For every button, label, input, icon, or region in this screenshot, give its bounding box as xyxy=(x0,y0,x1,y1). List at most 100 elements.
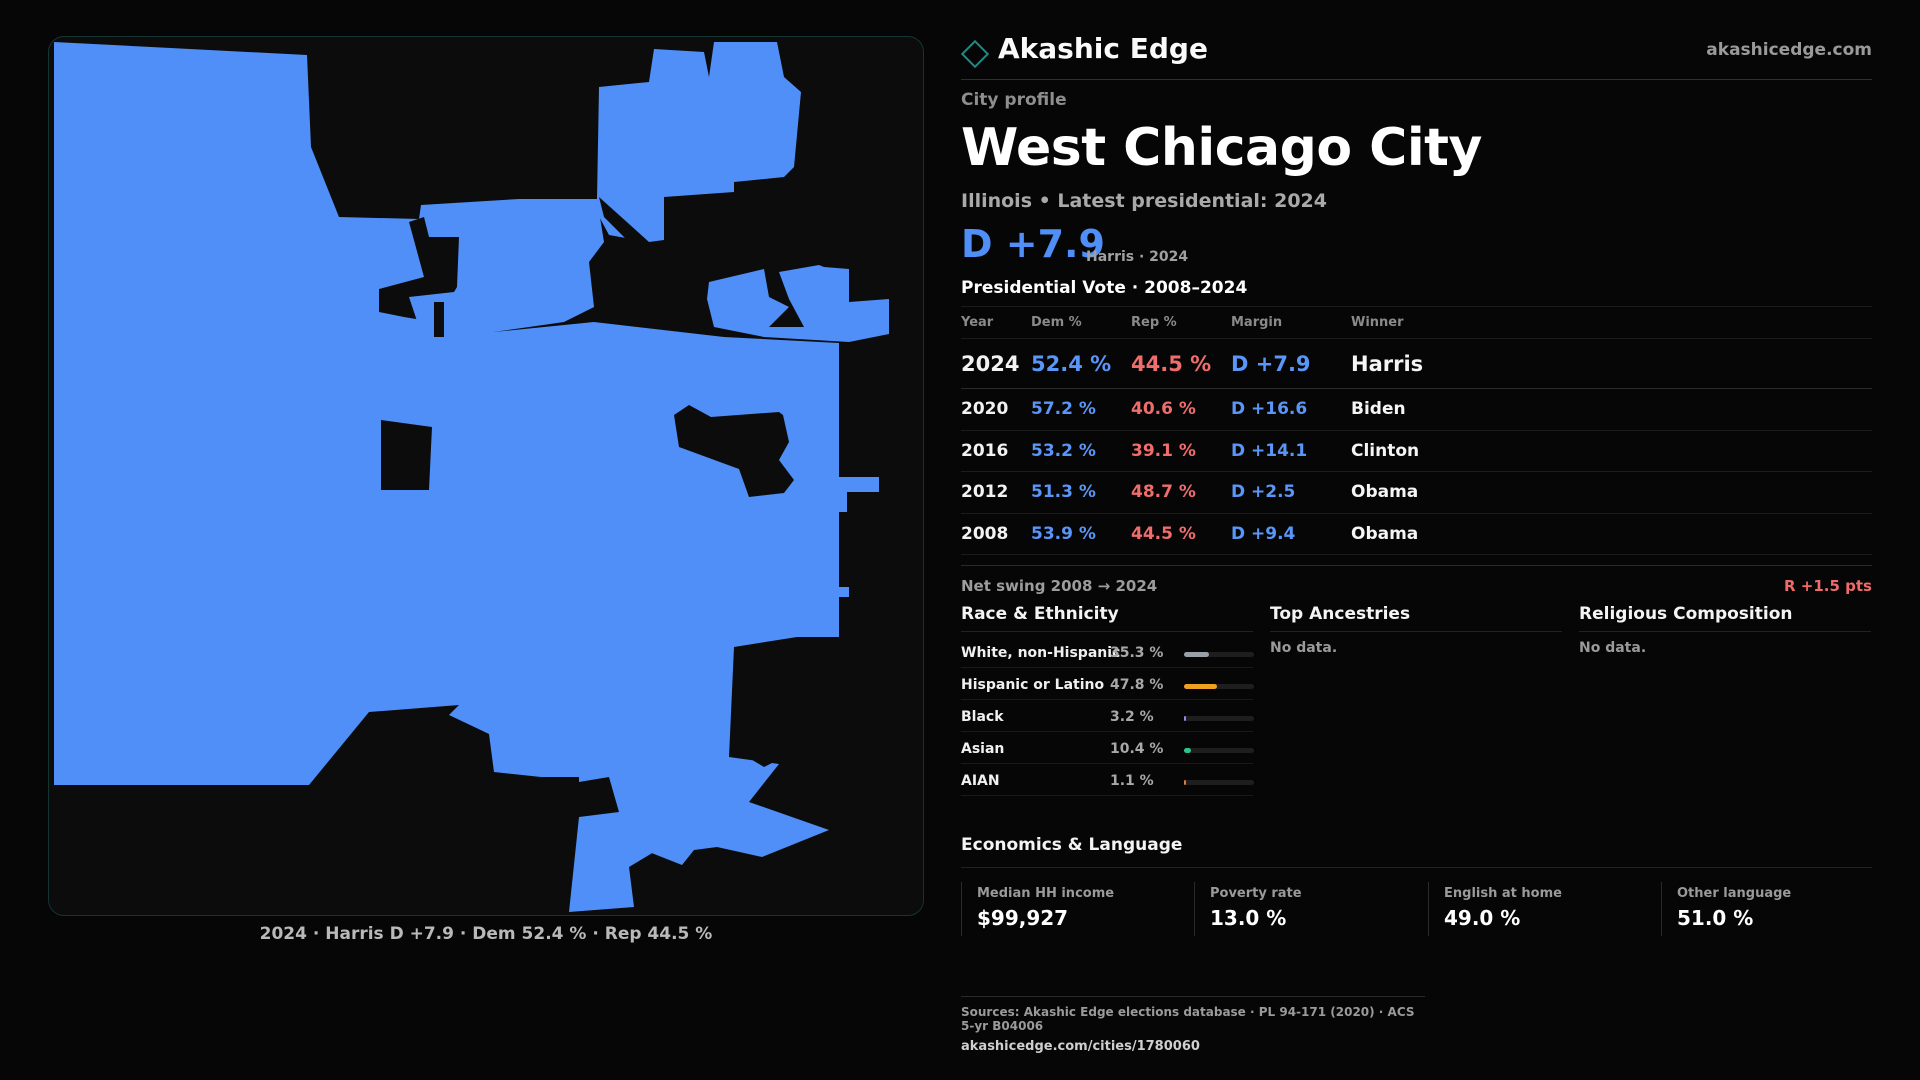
econ-card-other-language: Other language 51.0 % xyxy=(1661,882,1879,936)
race-bar-track xyxy=(1184,652,1254,657)
race-name: Asian xyxy=(961,741,1005,757)
cell-margin: D +7.9 xyxy=(1231,338,1351,389)
net-swing: Net swing 2008 → 2024 R +1.5 pts xyxy=(961,565,1872,601)
religion-section: Religious Composition No data. xyxy=(1579,602,1871,656)
cell-year: 2012 xyxy=(961,471,1031,514)
race-ethnicity-section: Race & Ethnicity White, non-Hispanic 35.… xyxy=(961,602,1254,796)
race-bar-fill xyxy=(1184,780,1186,785)
table-row: 2020 57.2 % 40.6 % D +16.6 Biden xyxy=(961,388,1872,431)
econ-label: Other language xyxy=(1677,886,1792,901)
sources-footer: Sources: Akashic Edge elections database… xyxy=(961,996,1425,1054)
race-pct: 47.8 % xyxy=(1110,677,1164,693)
ancestries-section: Top Ancestries No data. xyxy=(1270,602,1562,656)
race-row: Hispanic or Latino 47.8 % xyxy=(961,668,1254,700)
cell-dem: 53.2 % xyxy=(1031,430,1131,472)
table-header-row: Year Dem % Rep % Margin Winner xyxy=(961,306,1872,339)
race-bar-track xyxy=(1184,780,1254,785)
religion-title: Religious Composition xyxy=(1579,602,1871,632)
net-swing-value: R +1.5 pts xyxy=(1784,577,1872,595)
table-row: 2016 53.2 % 39.1 % D +14.1 Clinton xyxy=(961,430,1872,472)
cell-rep: 39.1 % xyxy=(1131,430,1231,472)
race-name: Black xyxy=(961,709,1004,725)
city-boundary-main xyxy=(54,42,879,912)
col-header-year: Year xyxy=(961,306,1031,339)
econ-value: 51.0 % xyxy=(1677,906,1754,930)
presidential-vote-table: Year Dem % Rep % Margin Winner 2024 52.4… xyxy=(961,306,1872,555)
race-row: White, non-Hispanic 35.3 % xyxy=(961,636,1254,668)
table-row: 2012 51.3 % 48.7 % D +2.5 Obama xyxy=(961,471,1872,514)
race-row: AIAN 1.1 % xyxy=(961,764,1254,796)
page-subtitle: Illinois • Latest presidential: 2024 xyxy=(961,190,1328,212)
cell-rep: 44.5 % xyxy=(1131,513,1231,555)
map-caption: 2024 · Harris D +7.9 · Dem 52.4 % · Rep … xyxy=(259,924,713,944)
race-bar-fill xyxy=(1184,716,1187,721)
cell-winner: Obama xyxy=(1351,513,1872,555)
race-pct: 35.3 % xyxy=(1110,645,1164,661)
page-title: West Chicago City xyxy=(961,118,1482,178)
brand-url[interactable]: akashicedge.com xyxy=(1706,40,1872,60)
race-row: Black 3.2 % xyxy=(961,700,1254,732)
econ-label: English at home xyxy=(1444,886,1562,901)
cell-dem: 51.3 % xyxy=(1031,471,1131,514)
city-boundary-shape xyxy=(54,42,889,912)
table-row: 2008 53.9 % 44.5 % D +9.4 Obama xyxy=(961,513,1872,555)
brand-header: Akashic Edge akashicedge.com xyxy=(960,30,1872,80)
cell-dem: 57.2 % xyxy=(1031,388,1131,431)
race-bar-fill xyxy=(1184,684,1218,689)
econ-value: 49.0 % xyxy=(1444,906,1521,930)
economics-cards: Median HH income $99,927 Poverty rate 13… xyxy=(961,882,1872,936)
profile-panel: Akashic Edge akashicedge.com City profil… xyxy=(960,30,1872,1054)
latest-margin-note: Harris · 2024 xyxy=(1086,249,1189,265)
cell-year: 2008 xyxy=(961,513,1031,555)
col-header-winner: Winner xyxy=(1351,306,1872,339)
sources-url[interactable]: akashicedge.com/cities/1780060 xyxy=(961,1039,1200,1054)
cell-margin: D +14.1 xyxy=(1231,430,1351,472)
cell-dem: 53.9 % xyxy=(1031,513,1131,555)
brand-name[interactable]: Akashic Edge xyxy=(998,32,1208,65)
race-pct: 1.1 % xyxy=(1110,773,1154,789)
net-swing-label: Net swing 2008 → 2024 xyxy=(961,577,1158,595)
cell-year: 2024 xyxy=(961,338,1031,389)
race-bar-track xyxy=(1184,684,1254,689)
sources-text: Sources: Akashic Edge elections database… xyxy=(961,1005,1415,1033)
race-name: Hispanic or Latino xyxy=(961,677,1105,693)
race-bar-track xyxy=(1184,748,1254,753)
cell-margin: D +9.4 xyxy=(1231,513,1351,555)
cell-year: 2020 xyxy=(961,388,1031,431)
ancestries-title: Top Ancestries xyxy=(1270,602,1562,632)
race-name: White, non-Hispanic xyxy=(961,645,1121,661)
col-header-rep: Rep % xyxy=(1131,306,1231,339)
econ-card-poverty: Poverty rate 13.0 % xyxy=(1194,882,1412,936)
cell-rep: 40.6 % xyxy=(1131,388,1231,431)
cell-winner: Biden xyxy=(1351,388,1872,431)
vote-table-title: Presidential Vote · 2008–2024 xyxy=(961,278,1248,298)
cell-margin: D +16.6 xyxy=(1231,388,1351,431)
col-header-dem: Dem % xyxy=(1031,306,1131,339)
cell-winner: Harris xyxy=(1351,338,1872,389)
diamond-icon xyxy=(960,39,990,69)
econ-value: $99,927 xyxy=(977,906,1069,930)
latest-margin: D +7.9 xyxy=(961,222,1105,266)
econ-card-english: English at home 49.0 % xyxy=(1428,882,1646,936)
cell-year: 2016 xyxy=(961,430,1031,472)
race-bar-fill xyxy=(1184,748,1192,753)
cell-dem: 52.4 % xyxy=(1031,338,1131,389)
page-kicker: City profile xyxy=(961,90,1067,110)
race-pct: 10.4 % xyxy=(1110,741,1164,757)
race-bar-fill xyxy=(1184,652,1209,657)
econ-value: 13.0 % xyxy=(1210,906,1287,930)
econ-card-income: Median HH income $99,927 xyxy=(961,882,1179,936)
cell-winner: Obama xyxy=(1351,471,1872,514)
table-row: 2024 52.4 % 44.5 % D +7.9 Harris xyxy=(961,338,1872,389)
cell-rep: 44.5 % xyxy=(1131,338,1231,389)
race-pct: 3.2 % xyxy=(1110,709,1154,725)
city-boundary-east xyxy=(707,265,889,597)
ancestries-empty: No data. xyxy=(1270,640,1338,656)
city-boundary-north xyxy=(594,42,801,242)
cell-margin: D +2.5 xyxy=(1231,471,1351,514)
cell-rep: 48.7 % xyxy=(1131,471,1231,514)
col-header-margin: Margin xyxy=(1231,306,1351,339)
race-ethnicity-title: Race & Ethnicity xyxy=(961,602,1253,632)
cell-winner: Clinton xyxy=(1351,430,1872,472)
religion-empty: No data. xyxy=(1579,640,1647,656)
